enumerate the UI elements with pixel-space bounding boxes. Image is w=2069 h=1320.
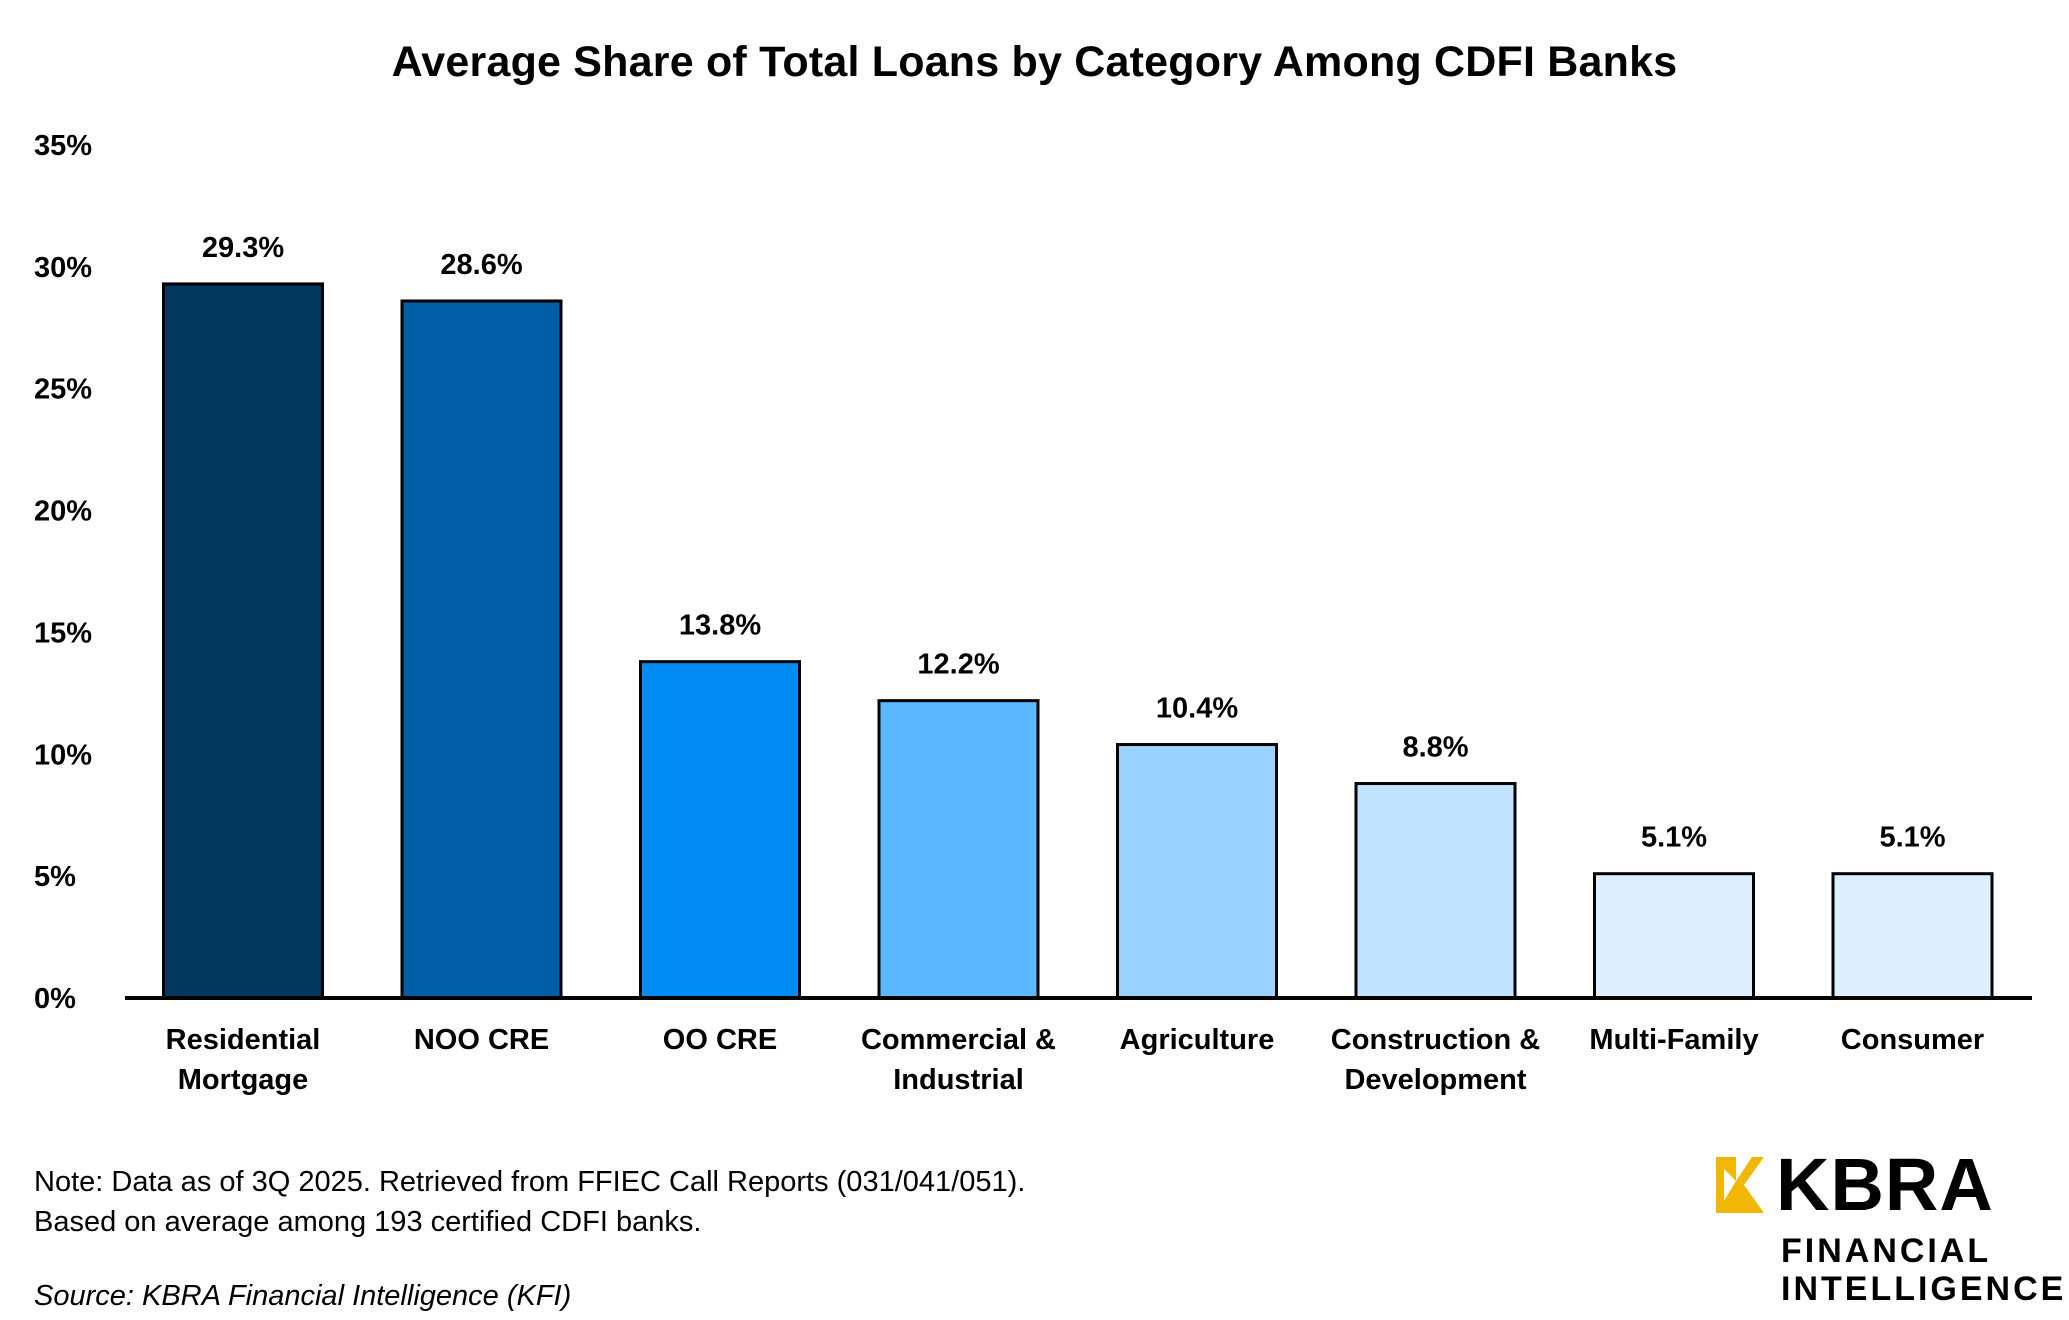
- y-tick-label: 15%: [34, 617, 92, 649]
- bar: [1831, 872, 1994, 1000]
- y-tick-label: 20%: [34, 496, 92, 528]
- y-tick-label: 25%: [34, 374, 92, 406]
- x-tick-label: Agriculture: [1120, 1024, 1275, 1056]
- x-tick-label: NOO CRE: [414, 1024, 549, 1056]
- note-line-1: Note: Data as of 3Q 2025. Retrieved from…: [34, 1166, 1026, 1198]
- bar-chart: 0% 5% 10% 15% 20% 25% 30% 35% 29.3% Residential Mo…: [34, 130, 2032, 1096]
- y-tick-label: 0%: [34, 983, 76, 1015]
- data-label: 10.4%: [1156, 693, 1238, 725]
- chart-title: Average Share of Total Loans by Category…: [391, 38, 1678, 86]
- footnote: Note: Data as of 3Q 2025. Retrieved from…: [34, 1162, 1025, 1242]
- x-tick-label: Consumer: [1841, 1024, 1984, 1056]
- data-label: 29.3%: [202, 232, 284, 264]
- bar: [877, 699, 1040, 1000]
- y-tick-label: 10%: [34, 739, 92, 771]
- kbra-logo-mark-icon: [1716, 1157, 1764, 1213]
- x-tick-label: OO CRE: [663, 1024, 777, 1056]
- data-label: 5.1%: [1879, 822, 1945, 854]
- data-label: 5.1%: [1641, 822, 1707, 854]
- x-tick-label: Multi-Family: [1589, 1024, 1758, 1056]
- bar: [1354, 782, 1517, 1000]
- y-tick-label: 5%: [34, 861, 76, 893]
- x-tick-label: Mortgage: [178, 1064, 309, 1096]
- logo-brand-text: KBRA: [1776, 1143, 1994, 1226]
- data-label: 12.2%: [917, 649, 999, 681]
- data-label: 28.6%: [440, 249, 522, 281]
- note-line-2: Based on average among 193 certified CDF…: [34, 1206, 702, 1238]
- bar: [1116, 743, 1278, 1000]
- y-tick-label: 35%: [34, 130, 92, 162]
- x-tick-label: Residential: [166, 1024, 321, 1056]
- x-tick-label: Development: [1344, 1064, 1526, 1096]
- bar: [400, 299, 563, 1000]
- logo-subtitle-line-1: FINANCIAL: [1781, 1232, 1992, 1270]
- kbra-logo: KBRA FINANCIAL INTELLIGENCE: [1716, 1145, 2063, 1313]
- bar: [1593, 872, 1755, 1000]
- bar: [639, 660, 801, 1000]
- logo-subtitle-line-2: INTELLIGENCE: [1781, 1270, 2067, 1308]
- x-tick-label: Industrial: [893, 1064, 1024, 1096]
- data-label: 13.8%: [679, 610, 761, 642]
- data-label: 8.8%: [1402, 732, 1468, 764]
- y-tick-label: 30%: [34, 252, 92, 284]
- source-note: Source: KBRA Financial Intelligence (KFI…: [34, 1280, 572, 1312]
- x-tick-label: Commercial &: [861, 1024, 1056, 1056]
- x-tick-label: Construction &: [1331, 1024, 1540, 1056]
- bar: [162, 282, 324, 1000]
